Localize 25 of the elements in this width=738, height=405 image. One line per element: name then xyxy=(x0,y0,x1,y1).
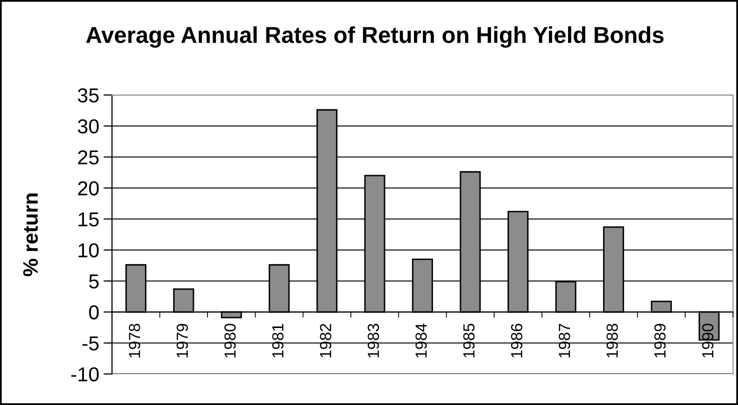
x-tick-label: 1984 xyxy=(415,324,427,358)
y-tick-label: 20 xyxy=(78,181,99,196)
y-tick-label: 30 xyxy=(78,119,99,134)
y-tick-label: 0 xyxy=(89,305,99,320)
x-tick-label: 1980 xyxy=(224,324,236,358)
x-tick-label: 1990 xyxy=(702,324,714,358)
x-tick-label: 1979 xyxy=(176,324,188,358)
x-tick-label: 1983 xyxy=(368,324,380,358)
x-tick-label: 1987 xyxy=(558,324,570,358)
x-tick-label: 1988 xyxy=(606,324,618,358)
x-tick-label: 1985 xyxy=(463,324,475,358)
x-tick-label: 1978 xyxy=(128,324,140,358)
chart-title: Average Annual Rates of Return on High Yield Bonds xyxy=(86,26,664,48)
y-tick-label: 5 xyxy=(89,274,99,288)
x-tick-label: 1981 xyxy=(272,324,284,358)
y-tick-label: 10 xyxy=(78,243,99,258)
x-tick-label: 1986 xyxy=(511,324,522,358)
y-tick-label: 25 xyxy=(78,150,99,164)
y-tick-label: -5 xyxy=(82,336,99,350)
y-tick-label: 15 xyxy=(78,212,99,226)
y-axis-title: % return xyxy=(23,194,38,276)
y-tick-label: -10 xyxy=(71,367,99,382)
y-tick-label: 35 xyxy=(78,88,99,102)
x-tick-label: 1989 xyxy=(654,324,666,358)
x-tick-label: 1982 xyxy=(320,324,332,358)
